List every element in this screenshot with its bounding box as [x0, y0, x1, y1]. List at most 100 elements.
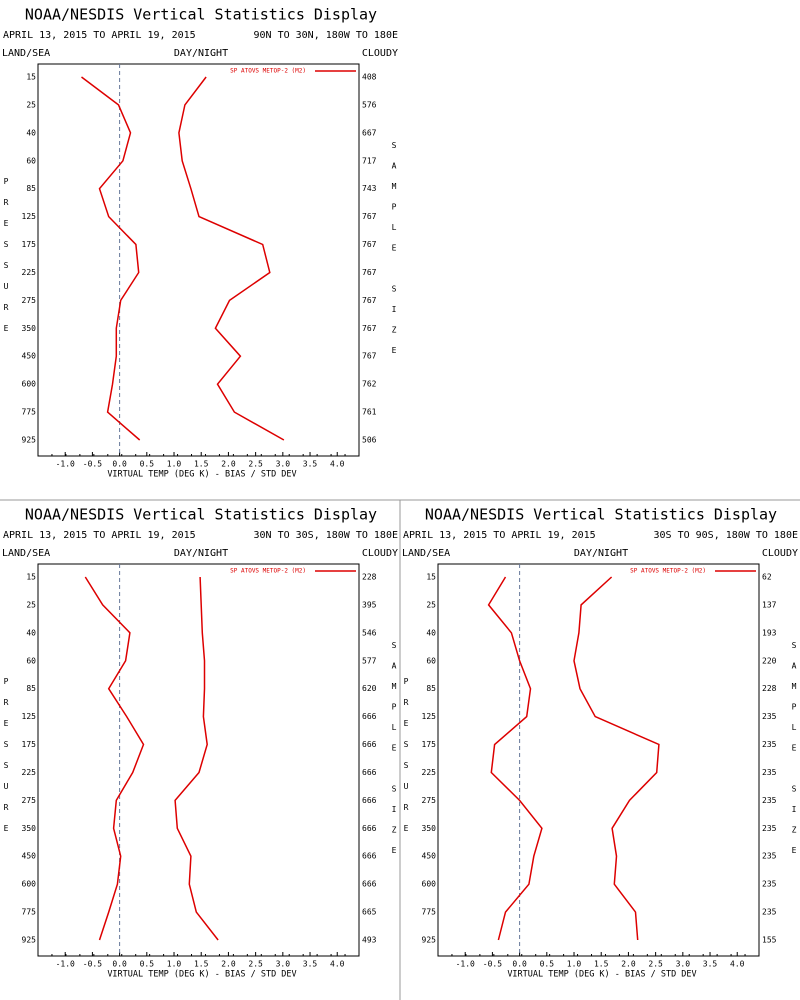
x-axis-label: VIRTUAL TEMP (DEG K) - BIAS / STD DEV: [107, 970, 296, 980]
y-tick-label: 15: [426, 573, 436, 582]
y-tick-label: 175: [422, 740, 437, 749]
x-tick-label: 4.0: [330, 460, 345, 469]
cloudy-label: CLOUDY: [762, 548, 798, 559]
chart-panel: NOAA/NESDIS Vertical Statistics Display A…: [2, 506, 398, 980]
y-tick-label: 925: [22, 936, 37, 945]
data-line: [178, 76, 285, 441]
x-tick-label: 3.5: [703, 960, 718, 969]
date-range: APRIL 13, 2015 TO APRIL 19, 2015: [3, 30, 196, 41]
y-tick-label: 175: [22, 740, 37, 749]
y-tick-label: 25: [26, 600, 36, 609]
day-night-label: DAY/NIGHT: [174, 48, 228, 59]
sample-size: 665: [362, 908, 377, 917]
y-tick-label: 275: [22, 796, 37, 805]
x-tick-label: -1.0: [56, 960, 75, 969]
day-night-label: DAY/NIGHT: [174, 548, 228, 559]
sample-size: 666: [362, 852, 377, 861]
x-tick-label: 3.0: [676, 960, 691, 969]
sample-size: 235: [762, 768, 777, 777]
y-tick-label: 175: [22, 240, 37, 249]
x-tick-label: 1.0: [167, 960, 182, 969]
sample-size: 666: [362, 768, 377, 777]
x-tick-label: 4.0: [730, 960, 745, 969]
y-tick-label: 40: [26, 628, 36, 637]
sample-size: 228: [762, 684, 777, 693]
x-tick-label: 2.5: [648, 960, 663, 969]
sample-size: 666: [362, 712, 377, 721]
y-tick-label: 925: [22, 436, 37, 445]
cloudy-label: CLOUDY: [362, 548, 398, 559]
y-tick-label: 225: [22, 268, 37, 277]
x-tick-label: 2.0: [221, 460, 236, 469]
x-axis-label: VIRTUAL TEMP (DEG K) - BIAS / STD DEV: [107, 470, 296, 480]
y-tick-label: 85: [26, 184, 36, 193]
y-tick-label: 225: [22, 768, 37, 777]
y-tick-label: 775: [22, 408, 37, 417]
y-tick-label: 125: [22, 712, 37, 721]
y-tick-label: 450: [422, 852, 437, 861]
plot-frame: [37, 563, 360, 957]
sample-size: 408: [362, 73, 377, 82]
sample-size: 767: [362, 352, 377, 361]
sample-size: 235: [762, 880, 777, 889]
y-tick-label: 600: [22, 880, 37, 889]
x-tick-label: -0.5: [83, 960, 102, 969]
plot-frame: [437, 563, 760, 957]
sample-size: 767: [362, 268, 377, 277]
land-sea-label: LAND/SEA: [402, 548, 450, 559]
sample-size: 235: [762, 796, 777, 805]
y-tick-label: 350: [22, 824, 37, 833]
sample-size: 761: [362, 408, 377, 417]
x-tick-label: 1.0: [167, 460, 182, 469]
sample-size: 666: [362, 740, 377, 749]
sample-size: 235: [762, 712, 777, 721]
x-tick-label: 3.0: [276, 960, 291, 969]
x-axis-label: VIRTUAL TEMP (DEG K) - BIAS / STD DEV: [507, 970, 696, 980]
x-tick-label: 0.5: [140, 460, 155, 469]
sample-size: 62: [762, 573, 772, 582]
sample-size: 220: [762, 656, 777, 665]
sample-size: 493: [362, 936, 377, 945]
sample-size: 235: [762, 824, 777, 833]
x-tick-label: 1.5: [194, 960, 209, 969]
x-tick-label: 3.0: [276, 460, 291, 469]
y-tick-label: 85: [26, 684, 36, 693]
sample-size: 506: [362, 436, 377, 445]
x-tick-label: 2.5: [248, 460, 263, 469]
y-tick-label: 275: [22, 296, 37, 305]
sample-size: 666: [362, 880, 377, 889]
sample-size: 235: [762, 852, 777, 861]
date-range: APRIL 13, 2015 TO APRIL 19, 2015: [403, 530, 596, 541]
y-tick-label: 600: [422, 880, 437, 889]
y-tick-label: 350: [22, 324, 37, 333]
data-line: [573, 576, 660, 941]
sample-size: 767: [362, 240, 377, 249]
sample-size: 767: [362, 212, 377, 221]
x-tick-label: 1.5: [194, 460, 209, 469]
y-tick-label: 350: [422, 824, 437, 833]
x-tick-label: -0.5: [83, 460, 102, 469]
y-tick-label: 15: [26, 73, 36, 82]
sample-size: 235: [762, 908, 777, 917]
cloudy-label: CLOUDY: [362, 48, 398, 59]
sample-size: 137: [762, 600, 777, 609]
sample-size: 767: [362, 324, 377, 333]
x-tick-label: -1.0: [56, 460, 75, 469]
y-tick-label: 85: [426, 684, 436, 693]
land-sea-label: LAND/SEA: [2, 48, 50, 59]
day-night-label: DAY/NIGHT: [574, 548, 628, 559]
x-tick-label: 0.5: [140, 960, 155, 969]
y-tick-label: 125: [22, 212, 37, 221]
x-tick-label: 1.0: [567, 960, 582, 969]
data-line: [487, 576, 543, 941]
data-line: [84, 576, 145, 941]
sample-size: 666: [362, 824, 377, 833]
x-tick-label: 4.0: [330, 960, 345, 969]
